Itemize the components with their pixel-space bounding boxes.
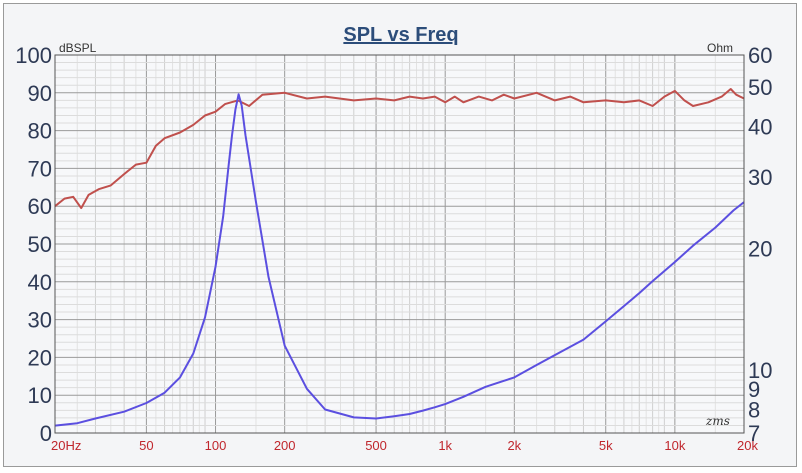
- y-right-tick-label: 30: [748, 165, 772, 190]
- y-left-tick-label: 10: [28, 383, 52, 408]
- x-tick-label: 20Hz: [51, 438, 81, 453]
- y-right-tick-label: 50: [748, 75, 772, 100]
- y-left-tick-label: 50: [28, 232, 52, 257]
- y-left-tick-label: 60: [28, 194, 52, 219]
- y-left-tick-label: 70: [28, 156, 52, 181]
- y-right-tick-label: 60: [748, 43, 772, 68]
- right-axis-label: Ohm: [707, 41, 733, 55]
- y-left-tick-label: 30: [28, 308, 52, 333]
- watermark: zms: [705, 414, 730, 428]
- y-right-tick-label: 20: [748, 236, 772, 261]
- y-left-tick-label: 0: [40, 421, 52, 446]
- x-tick-label: 1k: [438, 438, 452, 453]
- chart-frame: SPL vs Freq dBSPL Ohm 20Hz 50 100 200 500 1k 2…: [3, 3, 797, 467]
- y-left-tick-labels: 0 10 20 30 40 50 60 70 80 90 100: [15, 43, 52, 446]
- x-tick-labels: 20Hz 50 100 200 500 1k 2k 5k 10k 20k: [51, 438, 758, 453]
- chart-title: SPL vs Freq: [343, 24, 458, 46]
- x-tick-label: 5k: [599, 438, 613, 453]
- x-tick-label: 100: [205, 438, 227, 453]
- y-left-tick-label: 90: [28, 81, 52, 106]
- y-right-tick-label: 10: [748, 358, 772, 383]
- x-tick-label: 2k: [507, 438, 521, 453]
- left-axis-label: dBSPL: [59, 41, 97, 55]
- y-left-tick-label: 40: [28, 270, 52, 295]
- x-tick-label: 50: [139, 438, 153, 453]
- y-left-tick-label: 100: [15, 43, 52, 68]
- x-tick-label: 500: [365, 438, 387, 453]
- spl-chart: SPL vs Freq dBSPL Ohm 20Hz 50 100 200 500 1k 2…: [4, 4, 798, 468]
- y-right-tick-label: 40: [748, 114, 772, 139]
- y-left-tick-label: 80: [28, 119, 52, 144]
- x-tick-label: 10k: [664, 438, 685, 453]
- y-right-tick-label: 7: [748, 421, 760, 446]
- y-left-tick-label: 20: [28, 345, 52, 370]
- x-tick-label: 200: [274, 438, 296, 453]
